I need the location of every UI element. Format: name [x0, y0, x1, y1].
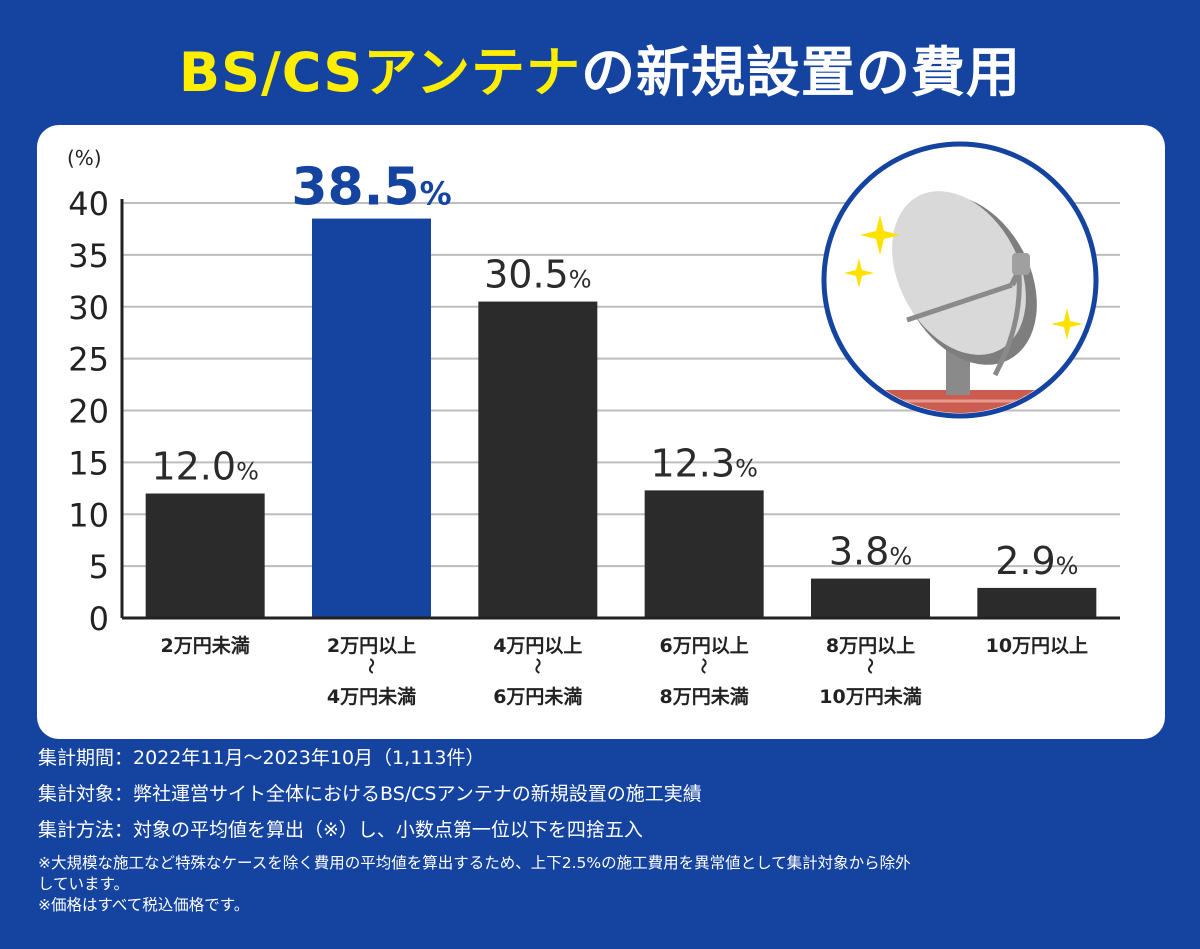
data-label: 30.5%: [484, 253, 591, 297]
bar: [977, 587, 1097, 618]
bar-chart: (%) 0 5 10 15 20 25 30 35 40 12.0% 2万円未満 38.5% 2万円以上…: [67, 141, 1120, 708]
note-target: 集計対象：弊社運営サイト全体におけるBS/CSアンテナの新規設置の施工実績: [38, 783, 702, 805]
satellite-dish-icon: [821, 141, 1099, 419]
x-tick-label: 4万円以上: [493, 635, 582, 657]
x-tick-label: 8万円以上: [826, 635, 915, 657]
notes: 集計期間：2022年11月〜2023年10月（1,113件） 集計対象：弊社運営…: [38, 745, 1178, 916]
x-tick-label: 4万円未満: [327, 685, 416, 708]
x-tick-label: 〜: [362, 658, 381, 674]
y-tick-label: 10: [68, 496, 109, 534]
note-outliers-cont: しています。: [38, 875, 129, 893]
x-tick-label: 6万円未満: [493, 685, 582, 708]
bar: [312, 218, 431, 618]
y-tick-label: 35: [68, 237, 109, 275]
bar: [145, 493, 265, 618]
bar: [478, 301, 598, 618]
y-tick-label: 0: [89, 600, 109, 638]
y-tick-label: 25: [68, 341, 109, 379]
y-tick-label: 30: [68, 289, 109, 327]
y-tick-label: 5: [89, 548, 109, 586]
bar: [811, 578, 930, 618]
x-tick-label: 10万円以上: [986, 635, 1088, 657]
note-period: 集計期間：2022年11月〜2023年10月（1,113件）: [38, 747, 485, 769]
data-label: 38.5%: [291, 158, 451, 218]
note-method: 集計方法：対象の平均値を算出（※）し、小数点第一位以下を四捨五入: [38, 819, 643, 841]
data-label: 3.8%: [829, 530, 912, 574]
title-rest: の新規設置の費用: [581, 41, 1022, 104]
note-tax: ※価格はすべて税込価格です。: [38, 896, 250, 914]
page-title: BS/CSアンテナの新規設置の費用: [0, 28, 1200, 107]
x-tick-label: 2万円未満: [161, 634, 250, 657]
data-label: 12.3%: [650, 441, 757, 485]
y-axis-unit: (%): [67, 146, 102, 170]
data-label: 2.9%: [995, 539, 1078, 583]
x-tick-label: 2万円以上: [327, 635, 416, 657]
x-tick-label: 10万円未満: [819, 685, 921, 708]
x-tick-label: 〜: [694, 658, 713, 674]
y-tick-label: 20: [68, 393, 109, 431]
bar: [644, 490, 764, 618]
x-tick-label: 6万円以上: [660, 635, 749, 657]
note-outliers: ※大規模な施工など特殊なケースを除く費用の平均値を算出するため、上下2.5%の施…: [38, 854, 911, 872]
x-tick-label: 〜: [861, 658, 880, 674]
chart-panel: (%) 0 5 10 15 20 25 30 35 40 12.0% 2万円未満 38.5% 2万円以上…: [37, 125, 1165, 739]
y-tick-label: 40: [68, 185, 109, 223]
data-label: 12.0%: [151, 445, 258, 489]
title-highlight: BS/CSアンテナ: [178, 41, 582, 104]
x-tick-label: 8万円未満: [660, 685, 749, 708]
y-tick-label: 15: [68, 444, 109, 482]
x-tick-label: 〜: [528, 658, 547, 674]
